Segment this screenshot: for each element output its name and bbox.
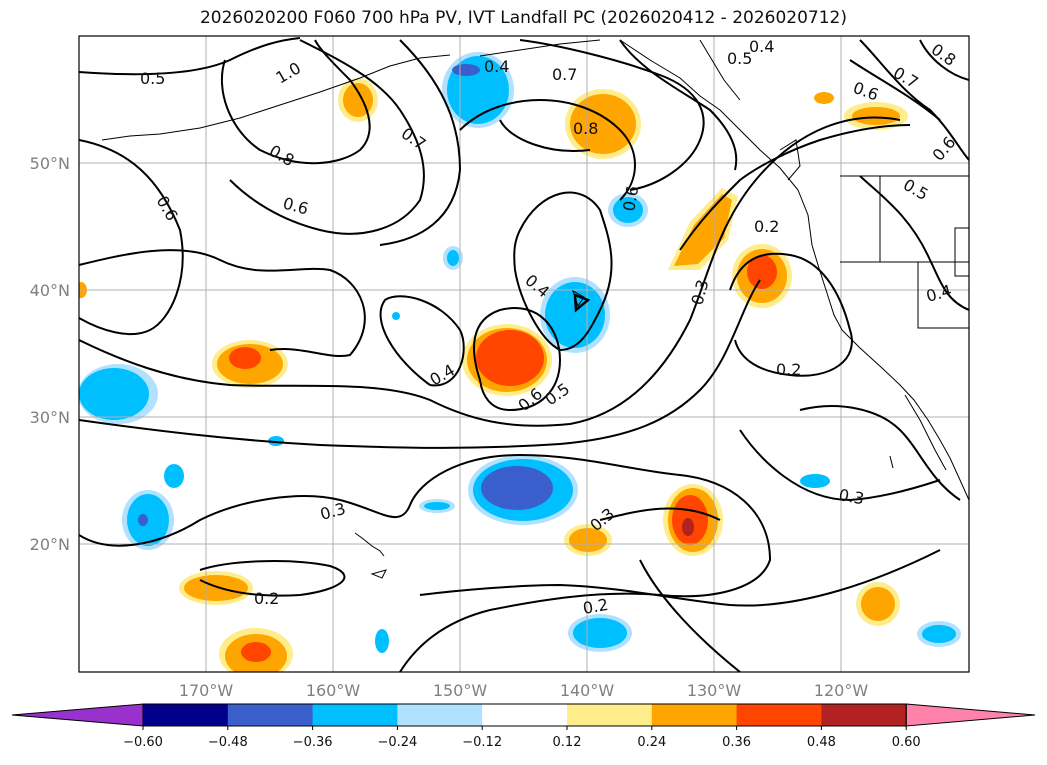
colorbar-tick-label: −0.24 <box>377 735 417 750</box>
contour-label: 0.5 <box>900 175 932 204</box>
pv-anomaly-fills <box>79 52 961 672</box>
colorbar-tick-label: −0.12 <box>462 735 502 750</box>
gridlines <box>79 36 969 672</box>
map-title: 2026020200 F060 700 hPa PV, IVT Landfall… <box>199 8 847 28</box>
lon-tick-label: 170°W <box>179 681 234 700</box>
contour-label: 1.0 <box>273 58 305 87</box>
contour-label: 0.2 <box>754 217 779 236</box>
contour-label: 0.8 <box>266 141 298 170</box>
contour-label: 0.3 <box>318 499 348 524</box>
lat-tick-label: 30°N <box>30 408 70 427</box>
contour-label: 0.8 <box>928 40 960 70</box>
colorbar-segment <box>736 704 822 726</box>
colorbar-tick-label: 0.60 <box>892 735 921 750</box>
contour-label: 0.8 <box>573 119 598 138</box>
colorbar-tick-label: 0.36 <box>722 735 751 750</box>
contour-label: 0.3 <box>688 278 713 308</box>
colorbar-segment <box>227 704 314 726</box>
lon-tick-label: 120°W <box>814 681 869 700</box>
colorbar-segment <box>651 704 738 726</box>
contour-label: 0.5 <box>727 49 752 68</box>
contour-label: 0.4 <box>924 281 954 306</box>
colorbar-frame <box>142 703 907 727</box>
colorbar-segment <box>821 704 907 726</box>
colorbar-segment <box>482 704 568 726</box>
colorbar: −0.60 −0.48 −0.36 −0.24 −0.12 0.12 0.24 0.36 0.4… <box>11 703 1036 750</box>
coastlines <box>101 39 969 579</box>
pv-contours <box>79 37 969 672</box>
lon-tick-label: 140°W <box>560 681 615 700</box>
colorbar-tick-label: −0.48 <box>208 735 248 750</box>
contour-label: 0.4 <box>484 57 509 76</box>
contour-label: 0.6 <box>851 78 881 105</box>
colorbar-tick-label: 0.12 <box>553 735 582 750</box>
lon-tick-label: 130°W <box>687 681 742 700</box>
contour-label: 0.5 <box>541 379 573 409</box>
contour-label: 0.2 <box>254 589 279 608</box>
colorbar-segment <box>312 704 398 726</box>
colorbar-segment <box>397 704 483 726</box>
lon-tick-label: 160°W <box>306 681 361 700</box>
map-panel: 0.5 1.0 0.4 0.7 0.5 0.4 0.8 0.7 0.8 0.6 … <box>79 36 969 672</box>
colorbar-tick-label: 0.48 <box>807 735 836 750</box>
contour-label: 0.7 <box>398 124 430 154</box>
lat-tick-label: 50°N <box>30 154 70 173</box>
contour-label: 0.6 <box>153 193 182 225</box>
contour-label: 0.3 <box>837 485 865 508</box>
contour-label: 0.6 <box>929 133 960 165</box>
colorbar-segment <box>567 704 653 726</box>
colorbar-extend-min <box>11 703 144 727</box>
contour-label: 0.7 <box>552 65 577 84</box>
map-frame <box>78 35 970 673</box>
lat-tick-label: 20°N <box>30 535 70 554</box>
lat-tick-label: 40°N <box>30 281 70 300</box>
contour-label: 0.2 <box>776 360 801 379</box>
contour-label: 0.6 <box>619 184 642 212</box>
contour-label: 0.2 <box>581 595 609 618</box>
lat-axis: 50°N 40°N 30°N 20°N <box>30 154 70 554</box>
contour-label: 0.4 <box>749 37 774 56</box>
lon-tick-label: 150°W <box>433 681 488 700</box>
contour-label: 0.5 <box>140 69 165 88</box>
colorbar-extend-max <box>905 703 1036 727</box>
colorbar-tick-label: −0.36 <box>293 735 333 750</box>
lon-axis: 170°W 160°W 150°W 140°W 130°W 120°W <box>179 681 869 700</box>
contour-label: 0.6 <box>281 194 311 219</box>
colorbar-segment <box>143 704 229 726</box>
colorbar-tick-label: −0.60 <box>123 735 163 750</box>
colorbar-tick-label: 0.24 <box>637 735 666 750</box>
